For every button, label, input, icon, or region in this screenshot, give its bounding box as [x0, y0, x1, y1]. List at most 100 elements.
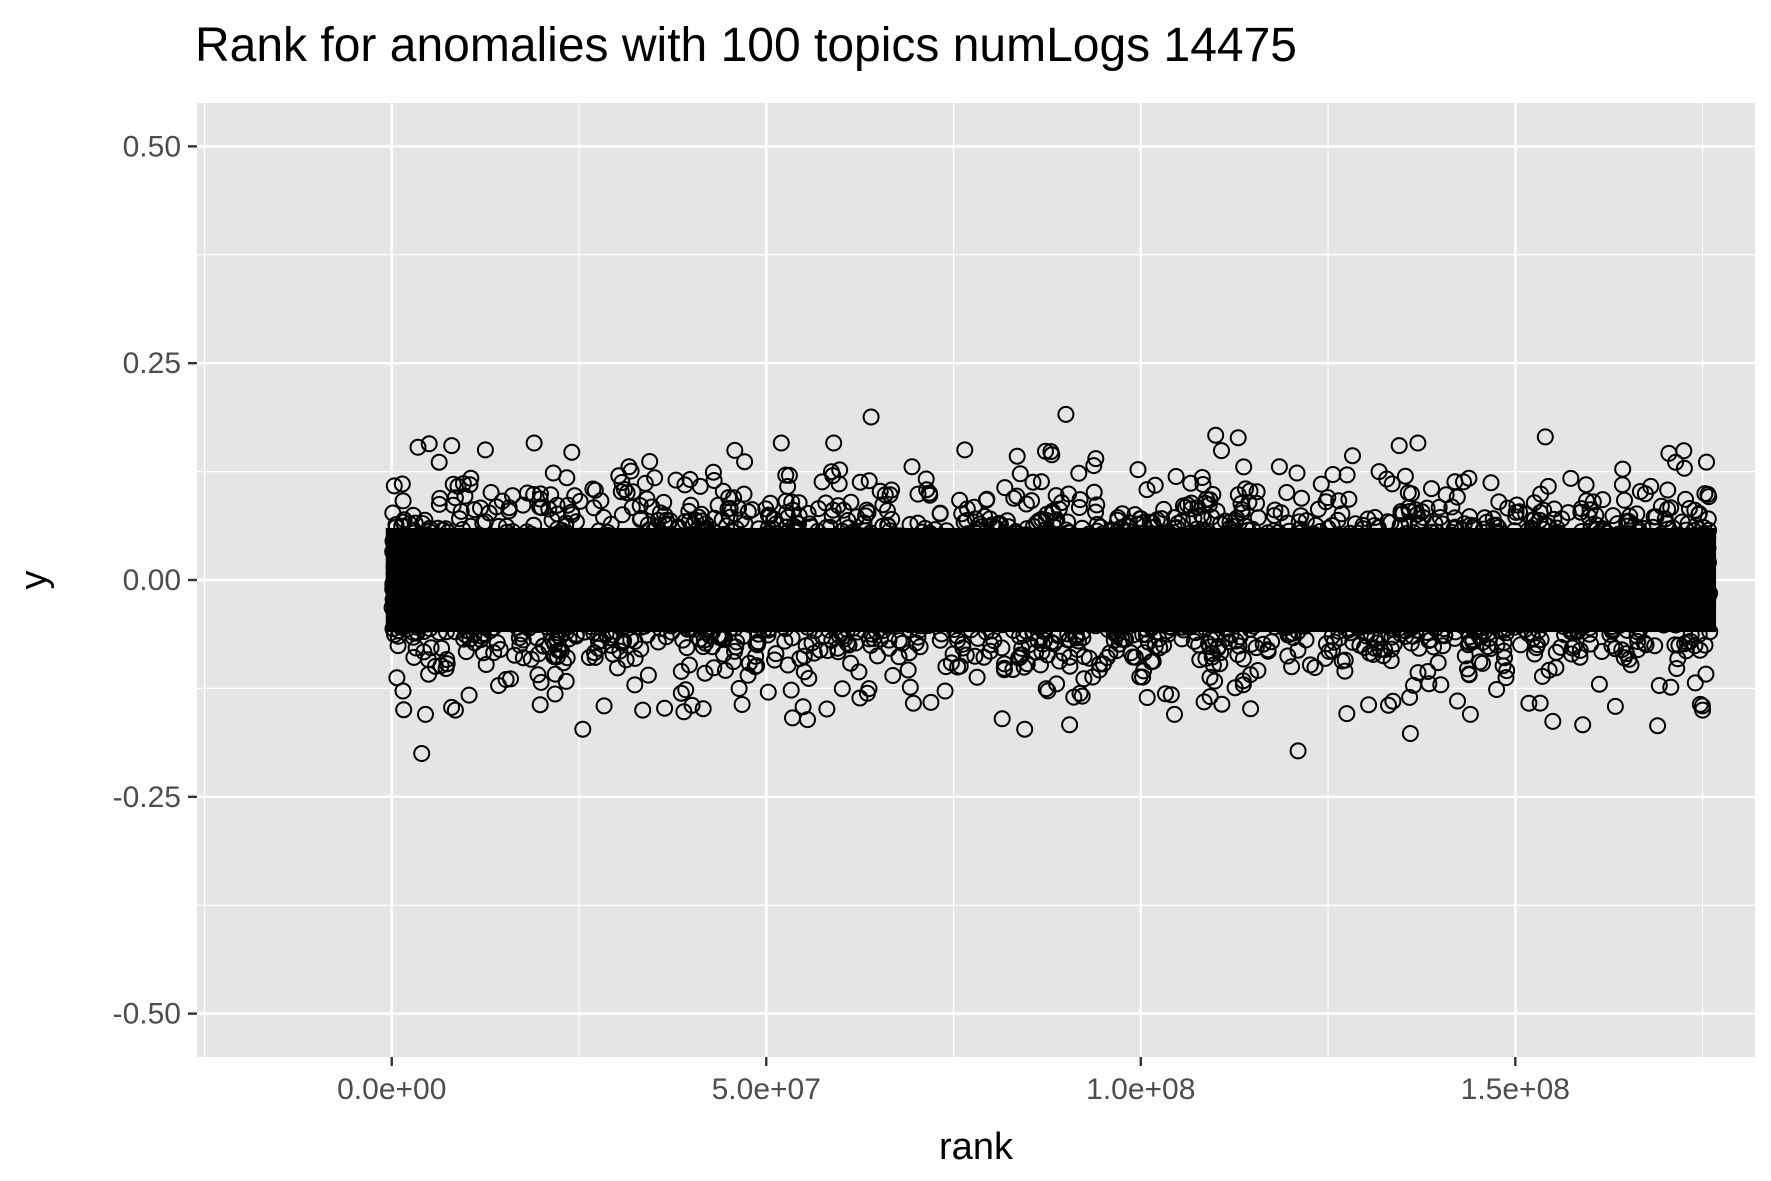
data-point: [1540, 601, 1558, 619]
data-point: [784, 577, 802, 595]
data-point: [728, 579, 746, 597]
data-point: [1506, 607, 1524, 625]
data-point: [1432, 676, 1450, 694]
data-point: [1536, 428, 1554, 446]
data-point: [1252, 549, 1270, 567]
data-point: [696, 546, 714, 564]
data-point: [1618, 513, 1636, 531]
data-point: [1434, 515, 1452, 533]
data-point: [674, 571, 692, 588]
data-point: [622, 631, 640, 649]
data-point: [813, 473, 831, 491]
data-point: [1172, 584, 1190, 602]
data-point: [899, 603, 917, 621]
data-point: [1626, 598, 1644, 616]
data-point: [801, 595, 819, 613]
x-tick-label: 0.0e+00: [337, 1073, 446, 1106]
data-point: [447, 529, 465, 547]
data-point: [832, 624, 850, 642]
data-point: [777, 466, 795, 484]
data-point: [1677, 490, 1694, 508]
data-point: [1207, 426, 1225, 444]
data-point: [821, 518, 839, 536]
data-point: [704, 463, 722, 481]
data-point: [589, 639, 607, 657]
data-point: [687, 620, 705, 638]
data-point: [1038, 594, 1056, 612]
data-point: [1692, 526, 1710, 544]
data-point: [514, 649, 532, 667]
data-point: [821, 568, 838, 586]
data-point: [386, 626, 404, 644]
data-point: [1451, 581, 1469, 599]
data-point: [1291, 537, 1309, 555]
data-point: [1433, 583, 1451, 601]
data-point: [1146, 476, 1164, 494]
data-point: [668, 551, 686, 568]
data-point: [922, 693, 940, 711]
data-point: [1660, 528, 1677, 546]
data-point: [1200, 553, 1218, 571]
data-point: [595, 508, 613, 526]
data-point: [751, 609, 768, 627]
data-point: [783, 629, 801, 647]
data-point: [1556, 578, 1574, 595]
data-point: [903, 458, 921, 476]
data-point: [1544, 577, 1562, 595]
data-point: [1524, 629, 1542, 647]
data-point: [1303, 549, 1321, 567]
data-point: [1011, 649, 1028, 667]
data-point: [1305, 538, 1322, 556]
data-point: [438, 655, 456, 673]
data-point: [1071, 614, 1088, 632]
data-point: [1382, 652, 1400, 670]
data-point: [592, 492, 610, 510]
data-point: [860, 472, 878, 490]
data-point: [1085, 457, 1103, 475]
data-point: [1013, 568, 1031, 586]
data-point: [406, 545, 424, 563]
data-point: [1319, 489, 1337, 507]
data-point: [476, 441, 494, 459]
data-point: [996, 655, 1013, 673]
data-point: [976, 507, 994, 525]
data-point: [1511, 616, 1529, 634]
data-point: [1499, 532, 1517, 550]
data-point: [1419, 663, 1437, 680]
data-point: [670, 562, 688, 579]
data-point: [1535, 501, 1553, 519]
data-point: [1497, 669, 1515, 687]
data-point: [1283, 658, 1301, 676]
data-point: [1399, 555, 1417, 573]
data-point: [1126, 506, 1144, 524]
data-point: [786, 611, 804, 629]
data-point: [1195, 536, 1213, 554]
data-point: [1186, 596, 1204, 614]
data-point: [1126, 526, 1144, 544]
data-point: [1143, 543, 1160, 561]
data-point: [1129, 461, 1147, 479]
data-point: [1601, 625, 1619, 643]
data-point: [1336, 662, 1354, 680]
data-point: [1662, 678, 1680, 696]
data-point: [1637, 636, 1655, 654]
data-point: [851, 689, 869, 707]
data-point: [1060, 485, 1078, 503]
data-point: [1006, 584, 1024, 602]
data-point: [975, 648, 993, 666]
data-point: [1687, 566, 1705, 584]
data-point: [416, 511, 434, 529]
data-point: [1086, 607, 1104, 625]
data-point: [1379, 535, 1397, 553]
data-point: [1207, 603, 1225, 621]
data-point: [1372, 557, 1390, 574]
data-point: [1445, 554, 1463, 572]
data-point: [764, 557, 782, 575]
data-point: [825, 434, 843, 452]
data-point: [900, 579, 918, 597]
data-point: [1067, 606, 1085, 624]
data-point: [751, 603, 769, 621]
data-point: [520, 619, 538, 637]
data-point: [1622, 656, 1640, 674]
data-point: [675, 703, 693, 721]
